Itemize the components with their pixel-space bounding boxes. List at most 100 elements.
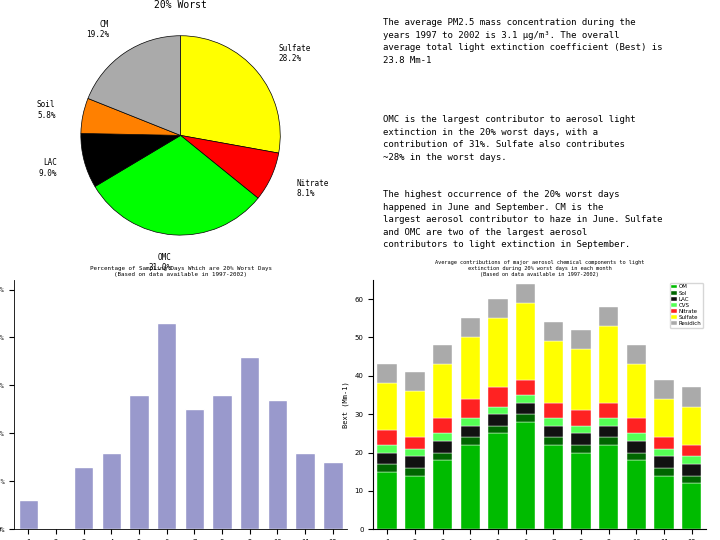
Bar [461, 318, 480, 338]
Bar [654, 468, 674, 476]
Bar [74, 467, 94, 529]
Bar [516, 403, 535, 414]
Bar [516, 284, 535, 303]
Bar [405, 372, 425, 391]
Wedge shape [181, 136, 279, 198]
Bar [682, 456, 701, 464]
Text: Nitrate
8.1%: Nitrate 8.1% [297, 179, 329, 198]
Title: 20% Worst: 20% Worst [154, 0, 207, 10]
Bar [212, 395, 232, 529]
Bar [488, 407, 508, 414]
Bar [377, 383, 397, 429]
Bar [433, 345, 452, 364]
Bar [433, 441, 452, 453]
Text: Sulfate
28.2%: Sulfate 28.2% [279, 44, 311, 63]
Text: OMC is the largest contributor to aerosol light
extinction in the 20% worst days: OMC is the largest contributor to aeroso… [383, 116, 636, 162]
Title: Average contributions of major aerosol chemical components to light
extinction d: Average contributions of major aerosol c… [435, 260, 644, 277]
Bar [488, 318, 508, 387]
Bar [571, 453, 590, 529]
Bar [488, 414, 508, 426]
Bar [323, 462, 343, 529]
Wedge shape [81, 133, 181, 186]
Bar [461, 338, 480, 399]
Bar [295, 453, 315, 529]
Bar [544, 426, 563, 437]
Bar [682, 387, 701, 407]
Wedge shape [95, 136, 258, 235]
Text: The average PM2.5 mass concentration during the
years 1997 to 2002 is 3.1 μg/m³.: The average PM2.5 mass concentration dur… [383, 18, 663, 65]
Bar [405, 437, 425, 449]
Bar [377, 429, 397, 445]
Bar [377, 445, 397, 453]
Bar [405, 449, 425, 456]
Bar [626, 441, 646, 453]
Bar [488, 426, 508, 433]
Bar [461, 399, 480, 418]
Bar [516, 303, 535, 380]
Bar [626, 345, 646, 364]
Bar [488, 387, 508, 407]
Wedge shape [181, 36, 280, 153]
Bar [571, 410, 590, 426]
Bar [516, 422, 535, 529]
Bar [433, 364, 452, 418]
Bar [599, 403, 618, 418]
Text: CM
19.2%: CM 19.2% [86, 20, 109, 39]
Bar [377, 464, 397, 471]
Bar [377, 364, 397, 383]
Bar [599, 418, 618, 426]
Bar [654, 476, 674, 529]
Text: Soil
5.8%: Soil 5.8% [37, 100, 55, 120]
Bar [240, 356, 259, 529]
Y-axis label: Bext (Mm-1): Bext (Mm-1) [343, 381, 349, 428]
Bar [599, 307, 618, 326]
Bar [626, 364, 646, 418]
Bar [516, 380, 535, 395]
Bar [157, 323, 176, 529]
Bar [654, 399, 674, 437]
Bar [682, 407, 701, 445]
Bar [626, 453, 646, 460]
Bar [433, 418, 452, 433]
Bar [461, 418, 480, 426]
Bar [377, 453, 397, 464]
Bar [488, 433, 508, 529]
Bar [405, 468, 425, 476]
Bar [433, 433, 452, 441]
Bar [461, 445, 480, 529]
Bar [571, 445, 590, 453]
Legend: OM, Sol, LAC, CVS, Nitrate, Sulfate, Residich: OM, Sol, LAC, CVS, Nitrate, Sulfate, Res… [670, 283, 703, 328]
Bar [488, 299, 508, 318]
Bar [433, 453, 452, 460]
Text: LAC
9.0%: LAC 9.0% [39, 158, 57, 178]
Bar [461, 426, 480, 437]
Bar [544, 437, 563, 445]
Bar [654, 456, 674, 468]
Bar [130, 395, 149, 529]
Bar [626, 418, 646, 433]
Text: OMC
31.0%: OMC 31.0% [148, 253, 171, 272]
Wedge shape [88, 36, 181, 136]
Bar [377, 471, 397, 529]
Bar [571, 349, 590, 410]
Bar [544, 403, 563, 418]
Bar [626, 433, 646, 441]
Bar [433, 460, 452, 529]
Bar [544, 418, 563, 426]
Title: Percentage of Sampling Days Which are 20% Worst Days
(Based on data available in: Percentage of Sampling Days Which are 20… [89, 266, 271, 277]
Bar [516, 395, 535, 403]
Bar [405, 476, 425, 529]
Bar [599, 426, 618, 437]
Bar [544, 445, 563, 529]
Bar [626, 460, 646, 529]
Bar [102, 453, 121, 529]
Bar [599, 326, 618, 403]
Bar [544, 341, 563, 403]
Bar [682, 476, 701, 483]
Bar [19, 501, 38, 529]
Bar [544, 322, 563, 341]
Bar [654, 380, 674, 399]
Bar [654, 437, 674, 449]
Bar [461, 437, 480, 445]
Bar [654, 449, 674, 456]
